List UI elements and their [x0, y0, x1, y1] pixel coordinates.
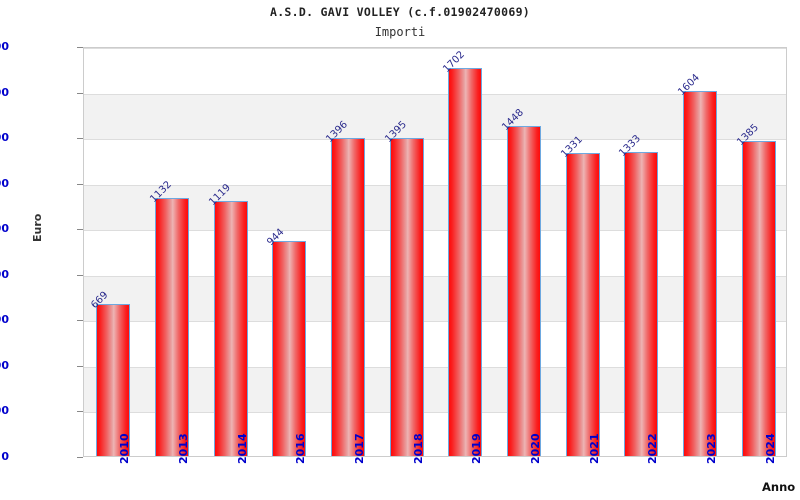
y-tick-mark — [77, 47, 83, 48]
y-tick-label: 600 — [0, 313, 9, 327]
x-tick-label: 2024 — [763, 433, 777, 464]
y-tick-label: 1600 — [0, 85, 9, 99]
bar[interactable] — [448, 68, 483, 456]
x-tick-label: 2023 — [705, 433, 718, 464]
bar[interactable] — [331, 138, 365, 456]
x-tick-label: 2018 — [411, 433, 425, 464]
bar[interactable] — [624, 152, 659, 456]
y-tick-mark — [77, 411, 83, 413]
bar[interactable] — [565, 152, 600, 456]
y-tick-label: 800 — [0, 267, 9, 281]
gridline — [84, 230, 786, 232]
y-tick-label: 1000 — [0, 222, 9, 236]
y-tick-mark — [77, 229, 83, 231]
y-tick-mark — [77, 274, 83, 276]
y-tick-label: 400 — [0, 358, 9, 372]
x-tick-label: 2010 — [118, 433, 132, 464]
gridline — [84, 93, 786, 95]
x-tick-label: 2019 — [470, 433, 484, 464]
y-tick-label: 0 — [1, 450, 9, 463]
bar[interactable] — [507, 126, 541, 456]
y-tick-label: 1400 — [0, 131, 9, 145]
plot-band — [84, 366, 786, 413]
gridline — [84, 366, 786, 368]
x-axis-label: Anno — [762, 480, 796, 494]
plot-band — [84, 93, 786, 140]
y-tick-mark — [77, 183, 83, 185]
gridline — [84, 139, 786, 141]
gridline — [84, 184, 786, 186]
bar[interactable] — [272, 240, 307, 456]
x-tick-label: 2013 — [177, 433, 190, 464]
bar[interactable] — [741, 140, 776, 456]
x-tick-label: 2022 — [646, 433, 660, 464]
gridline — [84, 412, 786, 414]
y-tick-label: 1200 — [0, 176, 9, 190]
x-tick-label: 2020 — [529, 433, 542, 464]
plot-band — [84, 184, 786, 231]
chart-title: A.S.D. GAVI VOLLEY (c.f.01902470069) — [269, 5, 531, 19]
plot-area — [83, 47, 787, 457]
y-tick-label: 1800 — [0, 40, 9, 53]
bar[interactable] — [155, 198, 189, 456]
gridline — [84, 275, 786, 277]
x-tick-label: 2014 — [235, 433, 249, 464]
x-tick-label: 2016 — [294, 433, 308, 464]
bar[interactable] — [213, 201, 248, 456]
gridline — [84, 48, 786, 49]
y-tick-mark — [77, 92, 83, 94]
bar[interactable] — [96, 303, 131, 456]
chart-subtitle: Importi — [374, 25, 426, 39]
y-tick-mark — [77, 457, 83, 458]
y-tick-mark — [77, 138, 83, 140]
y-tick-label: 200 — [0, 404, 9, 418]
y-tick-mark — [77, 320, 83, 322]
bar[interactable] — [683, 90, 717, 456]
y-axis-label: Euro — [31, 213, 44, 242]
plot-band — [84, 275, 786, 322]
gridline — [84, 321, 786, 323]
x-tick-label: 2017 — [353, 433, 366, 464]
bar[interactable] — [389, 138, 424, 456]
x-tick-label: 2021 — [587, 433, 601, 464]
y-tick-mark — [77, 365, 83, 367]
